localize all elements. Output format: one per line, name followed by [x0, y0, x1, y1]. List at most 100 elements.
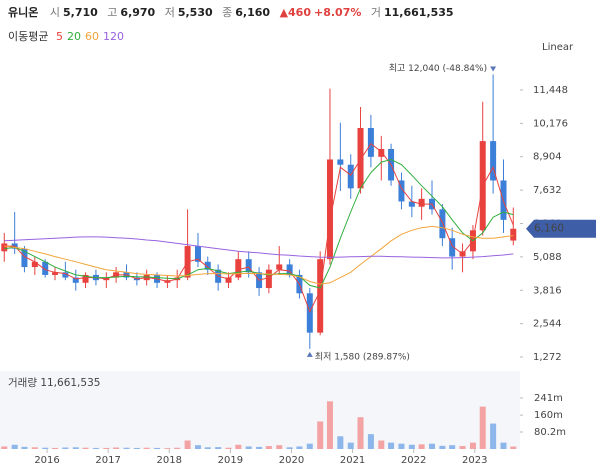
volume-bar — [143, 447, 150, 449]
candle-body — [439, 209, 446, 239]
volume-bar — [11, 444, 18, 449]
volume-tick-label: 80.2m — [534, 427, 566, 438]
volume-bar — [42, 447, 49, 449]
candle-body — [82, 274, 89, 283]
high-value: 6,970 — [120, 6, 156, 19]
volume-bar — [154, 447, 161, 449]
candle-body — [490, 141, 497, 181]
candle-body — [1, 243, 8, 252]
low-label: 저 — [164, 6, 175, 19]
volume-bar — [398, 443, 405, 449]
candle-body — [378, 148, 385, 157]
volume-bar — [1, 446, 8, 449]
volume-bar — [500, 442, 507, 449]
open-value: 5,710 — [63, 6, 98, 19]
volume-bar — [357, 417, 364, 449]
volume-bar — [133, 447, 140, 449]
volume-bar — [296, 446, 303, 449]
candle-body — [510, 228, 517, 241]
volume-bar — [347, 442, 354, 449]
candle-body — [418, 198, 425, 207]
annotation-arrow — [490, 66, 497, 72]
annotation-arrow — [306, 351, 313, 357]
volume-bar — [72, 447, 79, 449]
candle-body — [42, 261, 49, 275]
y-tick-label: 8,904 — [533, 152, 562, 163]
x-tick-label: 2016 — [34, 455, 59, 466]
low-value: 5,530 — [177, 6, 213, 19]
volume-bar — [449, 445, 456, 449]
y-tick-label: 2,544 — [533, 319, 562, 330]
candle-body — [62, 272, 69, 278]
candle-body — [31, 261, 38, 268]
candle-body — [449, 238, 456, 257]
stock-name: 유니온 — [8, 6, 39, 19]
volume-bar — [388, 442, 395, 449]
candle-body — [286, 264, 293, 275]
volume-bar — [62, 447, 69, 449]
candle-body — [398, 180, 405, 202]
volume-bar — [265, 446, 272, 449]
candle-body — [276, 264, 283, 270]
volume-bar — [286, 447, 293, 449]
volume-bar — [418, 444, 425, 449]
volume-bar — [204, 447, 211, 449]
quote-header: 유니온 시 5,710 고 6,970 저 5,530 종 6,160 ▲460 +8.0… — [8, 4, 460, 20]
volume-bar — [174, 447, 181, 449]
close-label: 종 — [222, 6, 233, 19]
candle-body — [21, 248, 28, 268]
y-tick-label: 1,272 — [533, 352, 562, 363]
volume-bar — [479, 406, 486, 449]
volume-bar — [306, 443, 313, 449]
candle-body — [72, 277, 79, 283]
x-tick-label: 2019 — [218, 455, 243, 466]
volume-value: 11,661,535 — [384, 6, 454, 19]
candle-body — [367, 127, 374, 157]
volume-bar — [490, 423, 497, 449]
volume-bar — [51, 447, 58, 449]
volume-bar — [469, 442, 476, 449]
volume-bar — [123, 447, 130, 449]
ma-line — [4, 236, 514, 259]
volume-bar — [21, 446, 28, 449]
volume-bar — [326, 401, 333, 449]
candle-body — [306, 293, 313, 333]
change: ▲460 — [279, 6, 311, 19]
volume-bar — [194, 445, 201, 449]
last-price-label: 6,160 — [534, 223, 564, 235]
volume-bar — [215, 447, 222, 449]
candle-body — [326, 159, 333, 260]
ma-legend: 이동평균 5 20 60 120 — [8, 28, 128, 44]
legend-entry: 120 — [102, 30, 124, 43]
scale-label: Linear — [542, 42, 574, 53]
volume-panel — [0, 371, 520, 449]
candle-body — [194, 246, 201, 262]
volume-bar — [408, 444, 415, 449]
close-value: 6,160 — [235, 6, 271, 19]
volume-tick-label: 241m — [534, 393, 563, 404]
volume-bar — [225, 447, 232, 449]
x-tick-label: 2018 — [157, 455, 182, 466]
volume-bar — [459, 446, 466, 449]
x-tick-label: 2023 — [462, 455, 487, 466]
candle-body — [347, 164, 354, 189]
candle-body — [235, 259, 242, 278]
volume-bar — [429, 443, 436, 449]
candle-body — [204, 261, 211, 270]
x-tick-label: 2017 — [95, 455, 120, 466]
y-tick-label: 10,176 — [533, 118, 568, 129]
volume-bar — [367, 434, 374, 449]
y-tick-label: 3,816 — [533, 285, 562, 296]
volume-bar — [317, 421, 324, 449]
volume-bar — [103, 447, 110, 449]
volume-bar — [92, 447, 99, 449]
volume-bar — [510, 446, 517, 449]
volume-label: 거 — [370, 6, 381, 19]
ma-line — [4, 142, 514, 313]
y-tick-label: 11,448 — [533, 85, 568, 96]
volume-bar — [245, 446, 252, 449]
legend-entry: 20 — [66, 30, 81, 43]
candle-body — [337, 159, 344, 165]
candle-body — [317, 259, 324, 333]
